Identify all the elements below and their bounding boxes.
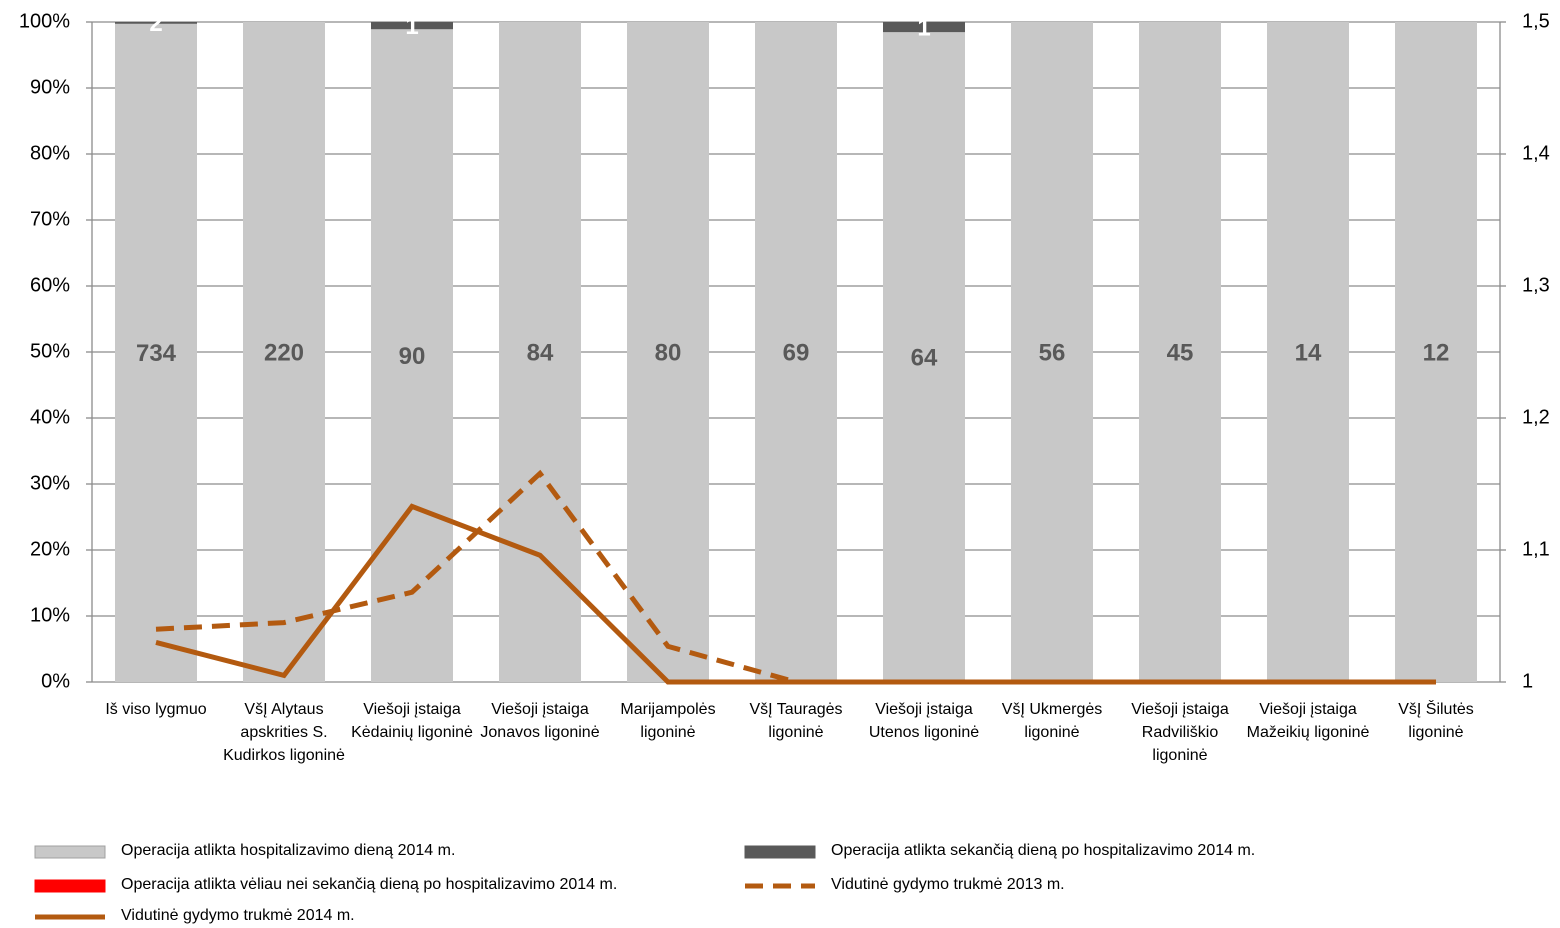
data-label: 64 — [911, 344, 938, 371]
bar-segment — [115, 23, 197, 683]
data-label: 220 — [264, 339, 304, 366]
y2-tick-label: 1,3 — [1522, 274, 1550, 296]
bar-segment — [755, 22, 837, 682]
bar-segment — [371, 29, 453, 682]
data-label: 69 — [783, 339, 810, 366]
y2-tick-label: 1,1 — [1522, 538, 1550, 560]
x-tick-label: Marijampolės ligoninė — [620, 701, 716, 741]
y-tick-label: 90% — [30, 76, 70, 98]
bar-segment — [883, 22, 965, 33]
legend-swatch — [744, 845, 816, 859]
y-tick-label: 60% — [30, 274, 70, 296]
legend-label: Operacija atlikta vėliau nei sekančią di… — [121, 876, 618, 893]
bar-segment — [371, 22, 453, 30]
bar-segment — [243, 22, 325, 682]
y-tick-label: 30% — [30, 472, 70, 494]
data-label: 90 — [399, 343, 426, 370]
y2-tick-label: 1,5 — [1522, 10, 1550, 32]
bar-segment — [499, 22, 581, 682]
bar-segment — [115, 22, 197, 24]
y-tick-label: 20% — [30, 538, 70, 560]
data-label: 84 — [527, 339, 554, 366]
x-tick-label: Viešoji įstaiga Radviliškio ligoninė — [1131, 701, 1229, 764]
x-tick-label: VšĮ Alytaus apskrities S. Kudirkos ligon… — [223, 701, 345, 764]
bar-segment — [1395, 22, 1477, 682]
data-label: 80 — [655, 339, 682, 366]
x-tick-label: Viešoji įstaiga Jonavos ligoninė — [480, 701, 600, 741]
x-tick-label: Viešoji įstaiga Kėdainių ligoninė — [351, 701, 473, 741]
legend-label: Operacija atlikta sekančią dieną po hosp… — [831, 842, 1256, 859]
data-label: 2 — [149, 10, 162, 37]
y2-tick-label: 1,4 — [1522, 142, 1550, 164]
legend-label: Operacija atlikta hospitalizavimo dieną … — [121, 842, 456, 859]
x-tick-label: VšĮ Ukmergės ligoninė — [1001, 701, 1103, 741]
y-tick-label: 80% — [30, 142, 70, 164]
y-tick-label: 70% — [30, 208, 70, 230]
data-label: 12 — [1423, 339, 1450, 366]
data-label: 56 — [1039, 339, 1066, 366]
y-tick-label: 10% — [30, 604, 70, 626]
data-label: 1 — [405, 13, 418, 40]
data-label: 1 — [917, 14, 930, 41]
legend-label: Vidutinė gydymo trukmė 2013 m. — [831, 876, 1065, 893]
y2-tick-label: 1 — [1522, 670, 1533, 692]
legend-swatch — [34, 845, 106, 859]
bar-segment — [883, 32, 965, 682]
x-tick-label: Viešoji įstaiga Mažeikių ligoninė — [1246, 701, 1370, 741]
y-tick-label: 0% — [41, 670, 70, 692]
x-tick-label: VšĮ Tauragės ligoninė — [749, 701, 843, 741]
data-label: 14 — [1295, 339, 1322, 366]
bar-segment — [627, 22, 709, 682]
x-tick-label: Iš viso lygmuo — [105, 701, 207, 718]
bar-segment — [1267, 22, 1349, 682]
y-tick-label: 100% — [19, 10, 70, 32]
legend-label: Vidutinė gydymo trukmė 2014 m. — [121, 907, 355, 924]
data-label: 734 — [136, 340, 177, 367]
bar-segment — [1139, 22, 1221, 682]
data-label: 45 — [1167, 339, 1194, 366]
legend-swatch — [34, 879, 106, 893]
x-tick-label: VšĮ Šilutės ligoninė — [1398, 701, 1474, 741]
x-tick-label: Viešoji įstaiga Utenos ligoninė — [868, 701, 980, 741]
bar-segment — [1011, 22, 1093, 682]
y2-tick-label: 1,2 — [1522, 406, 1550, 428]
y-tick-label: 50% — [30, 340, 70, 362]
line-series — [155, 503, 1436, 685]
y-tick-label: 40% — [30, 406, 70, 428]
